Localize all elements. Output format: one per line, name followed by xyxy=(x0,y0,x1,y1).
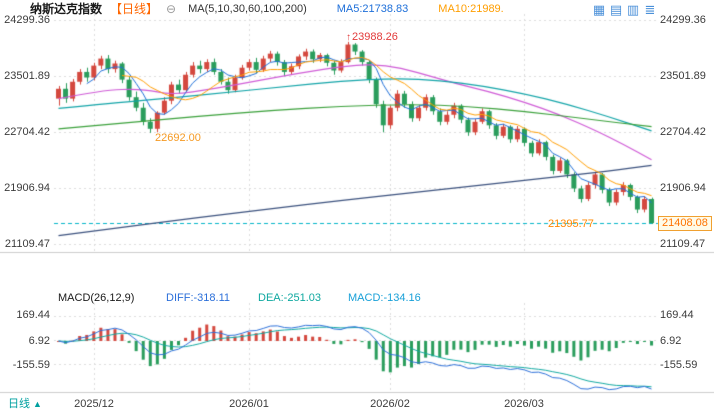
price-axis-label: 22704.42 xyxy=(660,126,706,138)
layout-toolbar: ▦ ▤ ▥ ≣ xyxy=(592,3,657,17)
macd-axis-label: 169.44 xyxy=(660,309,694,321)
macd-axis-label: -155.59 xyxy=(660,359,698,371)
macd-axis-label: 6.92 xyxy=(660,335,682,347)
collapse-icon[interactable]: ⊖ xyxy=(166,2,177,16)
time-axis-label: 2026/03 xyxy=(504,398,544,410)
time-axis-label: 2026/01 xyxy=(229,398,269,410)
price-axis-label: 23501.89 xyxy=(660,70,706,82)
current-price-tag: 21408.08 xyxy=(658,216,712,231)
time-axis-label: 2026/02 xyxy=(370,398,410,410)
macd-axis-label: 169.44 xyxy=(16,309,50,321)
period-tag: 【日线】 xyxy=(110,2,159,16)
list-layout-icon[interactable]: ≣ xyxy=(644,2,656,17)
price-axis-label: 23501.89 xyxy=(4,70,50,82)
price-axis-label: 21109.47 xyxy=(660,238,706,250)
december-low-annotation: 22692.00 xyxy=(155,132,201,144)
chart-header: 纳斯达克指数 【日线】 ⊖ MA(5,10,30,60,100,200) MA5… xyxy=(30,2,504,16)
ma-group-label: MA(5,10,30,60,100,200) xyxy=(188,3,307,15)
period-tab-daily[interactable]: 日线 ▲ xyxy=(8,398,42,410)
highest-price-annotation: ↑23988.26 xyxy=(346,31,398,43)
expand-arrow-icon: ▲ xyxy=(33,399,42,409)
macd-dea-value: DEA:-251.03 xyxy=(258,292,321,304)
macd-value: MACD:-134.16 xyxy=(348,292,421,304)
arrow-up-icon: ↑ xyxy=(346,32,351,43)
macd-axis-label: -155.59 xyxy=(12,359,50,371)
split-columns-icon[interactable]: ▥ xyxy=(626,2,640,17)
multi-chart-grid-icon[interactable]: ▦ xyxy=(592,2,606,17)
macd-indicator-label: MACD(26,12,9) xyxy=(58,292,135,304)
latest-low-annotation: 21395.77 xyxy=(548,218,594,230)
split-rows-icon[interactable]: ▤ xyxy=(609,2,623,17)
price-axis-label: 21906.94 xyxy=(4,182,50,194)
price-axis-label: 24299.36 xyxy=(4,14,50,26)
price-axis-label: 22704.42 xyxy=(4,126,50,138)
ma5-value-label: MA5:21738.83 xyxy=(336,3,409,15)
macd-axis-label: 6.92 xyxy=(28,335,50,347)
ma10-value-label: MA10:21989. xyxy=(438,3,504,15)
price-axis-label: 24299.36 xyxy=(660,14,706,26)
price-axis-label: 21109.47 xyxy=(4,238,50,250)
price-axis-label: 21906.94 xyxy=(660,182,706,194)
instrument-title: 纳斯达克指数 xyxy=(30,2,103,16)
time-axis-label: 2025/12 xyxy=(74,398,114,410)
macd-diff-value: DIFF:-318.11 xyxy=(166,292,230,304)
